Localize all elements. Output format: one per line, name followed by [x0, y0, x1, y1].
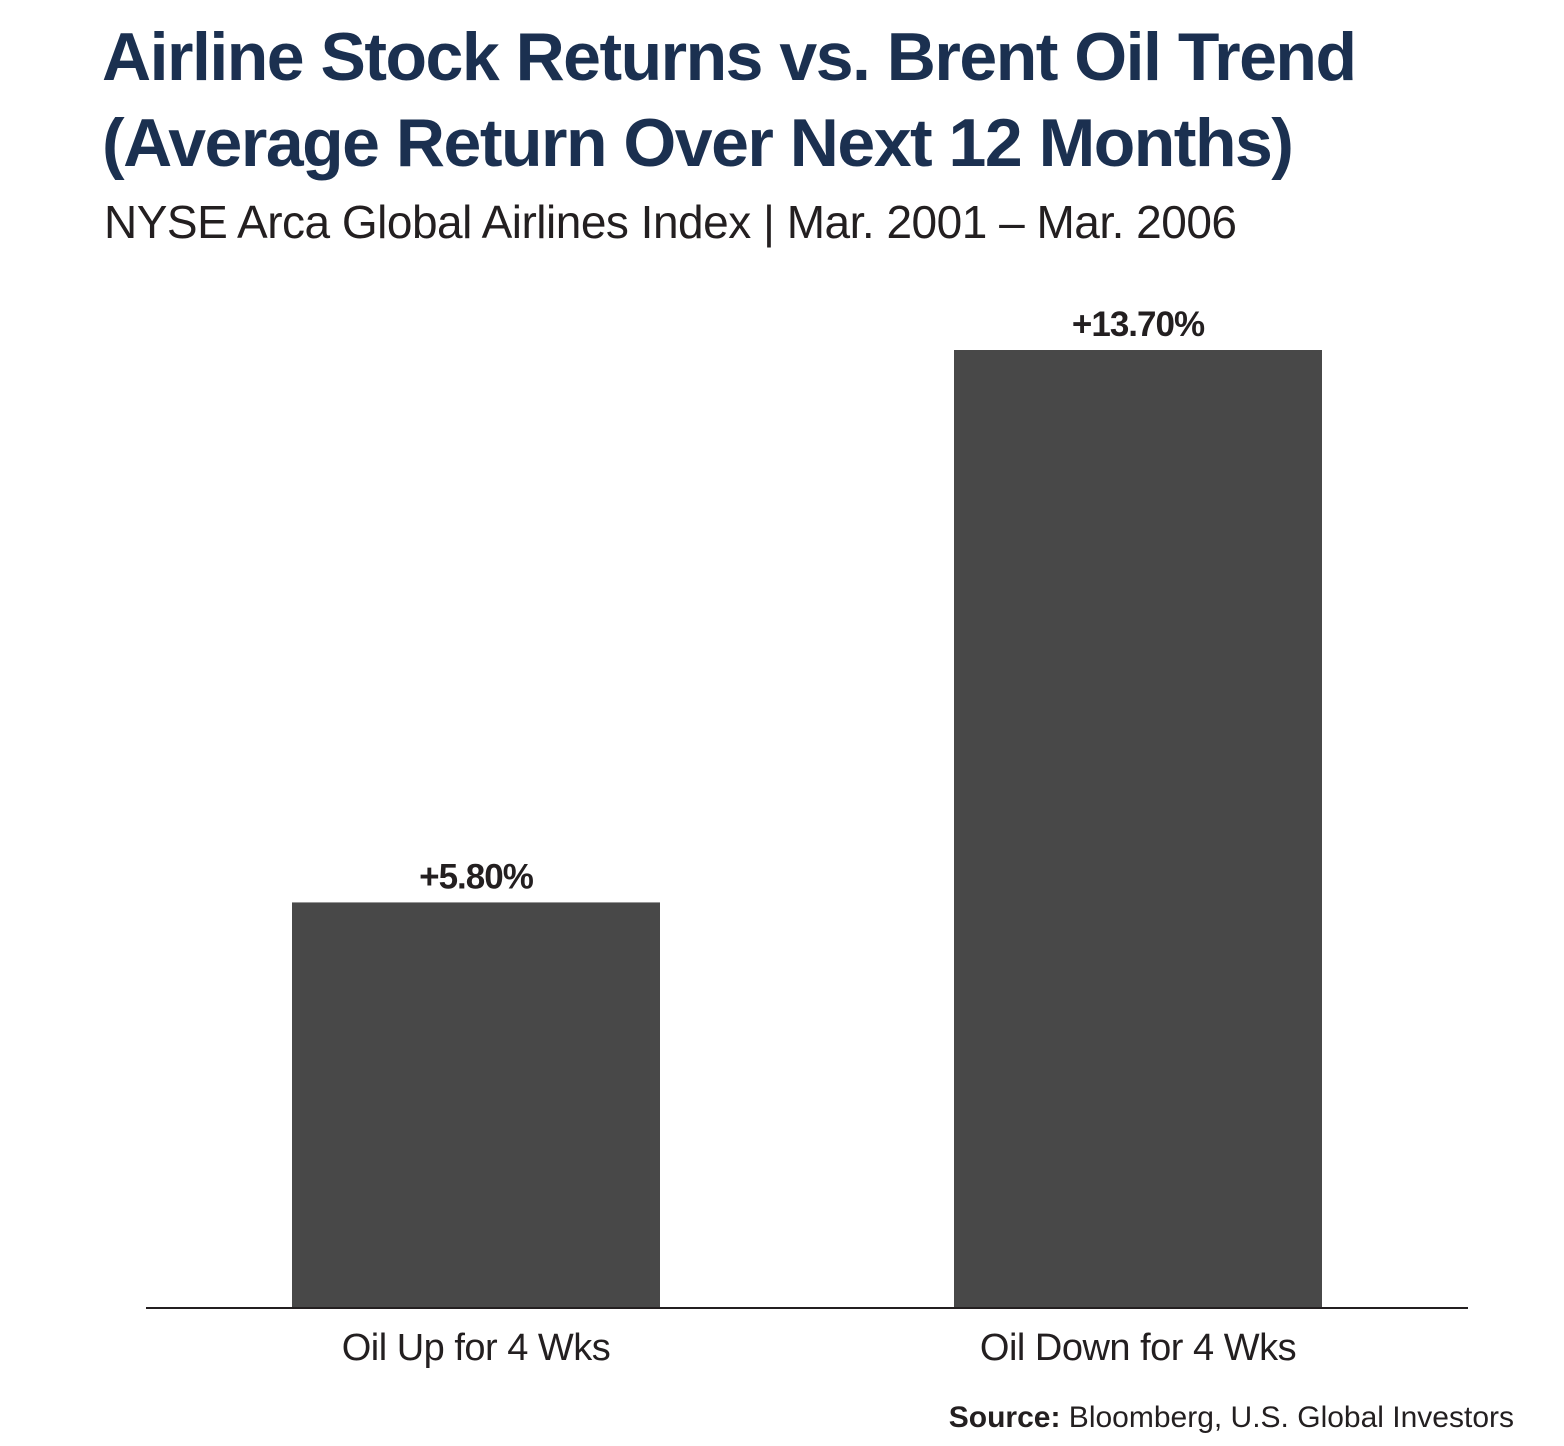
- chart-title-line-1: Airline Stock Returns vs. Brent Oil Tren…: [102, 19, 1357, 95]
- category-label-1: Oil Up for 4 Wks: [342, 1327, 611, 1369]
- source-note: Source: Bloomberg, U.S. Global Investors: [949, 1398, 1514, 1438]
- chart-title: Airline Stock Returns vs. Brent Oil Tren…: [102, 14, 1357, 186]
- category-label-2: Oil Down for 4 Wks: [980, 1327, 1296, 1369]
- bars-layer: +5.80% Oil Up for 4 Wks +13.70% Oil Down fo…: [292, 305, 1322, 1369]
- bar-value-label-2: +13.70%: [1072, 305, 1205, 344]
- chart-subtitle: NYSE Arca Global Airlines Index | Mar. 2…: [104, 196, 1237, 248]
- source-label: Source:: [948, 1401, 1061, 1434]
- chart-title-line-2: (Average Return Over Next 12 Months): [102, 105, 1294, 181]
- bar-value-label-1: +5.80%: [419, 857, 534, 896]
- source-text: Bloomberg, U.S. Global Investors: [1060, 1401, 1514, 1434]
- bar-2: [954, 350, 1322, 1308]
- bar-1: [292, 902, 660, 1308]
